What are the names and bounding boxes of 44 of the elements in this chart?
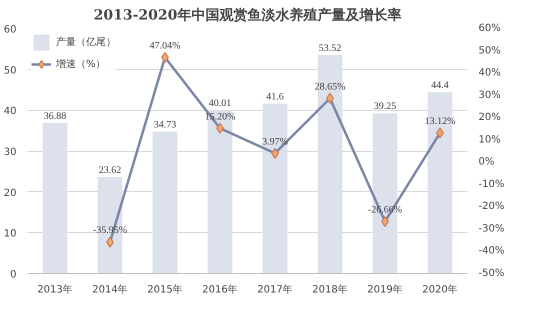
y2-tick-label: 60% [478, 23, 501, 34]
y2-tick-label: -50% [478, 268, 504, 279]
data-label: 34.73 [154, 120, 176, 131]
y2-tick-label: -40% [478, 246, 504, 257]
data-label: 44.4 [431, 80, 449, 92]
y-tick-label: 30 [4, 147, 17, 158]
y-tick-label: 20 [4, 188, 17, 199]
data-label: 13.12% [424, 116, 456, 127]
bar [42, 122, 68, 274]
y-tick-label: 0 [10, 270, 17, 280]
x-tick-label: 2020年 [422, 284, 458, 296]
y2-tick-label: 30% [478, 90, 501, 101]
y-tick-label: 50 [4, 65, 17, 76]
data-label: 41.6 [266, 92, 284, 103]
y-tick-label: 10 [4, 228, 17, 240]
legend-label: 增速（%） [56, 58, 106, 71]
x-tick-label: 2016年 [202, 284, 238, 296]
x-tick-label: 2019年 [367, 284, 403, 296]
y2-tick-label: -20% [478, 201, 504, 212]
x-tick-label: 2013年 [37, 284, 73, 296]
data-label: 28.65% [314, 81, 346, 92]
data-label: 39.25 [374, 101, 396, 112]
data-label: 47.04% [150, 40, 180, 52]
bar [152, 132, 178, 274]
y2-tick-label: 20% [478, 112, 501, 124]
legend-label: 产量（亿尾） [56, 36, 116, 49]
x-tick-label: 2017年 [257, 284, 293, 296]
data-label: 23.62 [98, 165, 122, 176]
y2-tick-label: 50% [478, 45, 501, 56]
y-tick-label: 60 [4, 24, 17, 36]
chart-title: 2013-2020年中国观赏鱼淡水养殖产量及增长率 [94, 6, 402, 24]
data-label: 36.88 [44, 110, 66, 122]
y2-tick-label: -10% [478, 178, 504, 190]
x-tick-label: 2015年 [147, 284, 183, 296]
y2-tick-label: 0% [478, 156, 494, 168]
y-tick-label: 40 [4, 106, 17, 118]
x-tick-label: 2014年 [92, 284, 128, 296]
y2-tick-label: 40% [478, 68, 501, 79]
data-label: 53.52 [318, 42, 342, 54]
y2-tick-label: -30% [478, 223, 504, 234]
data-label: 40.01 [208, 98, 232, 110]
bar [262, 104, 288, 274]
x-tick-label: 2018年 [312, 284, 348, 296]
y2-tick-label: 10% [478, 134, 501, 146]
